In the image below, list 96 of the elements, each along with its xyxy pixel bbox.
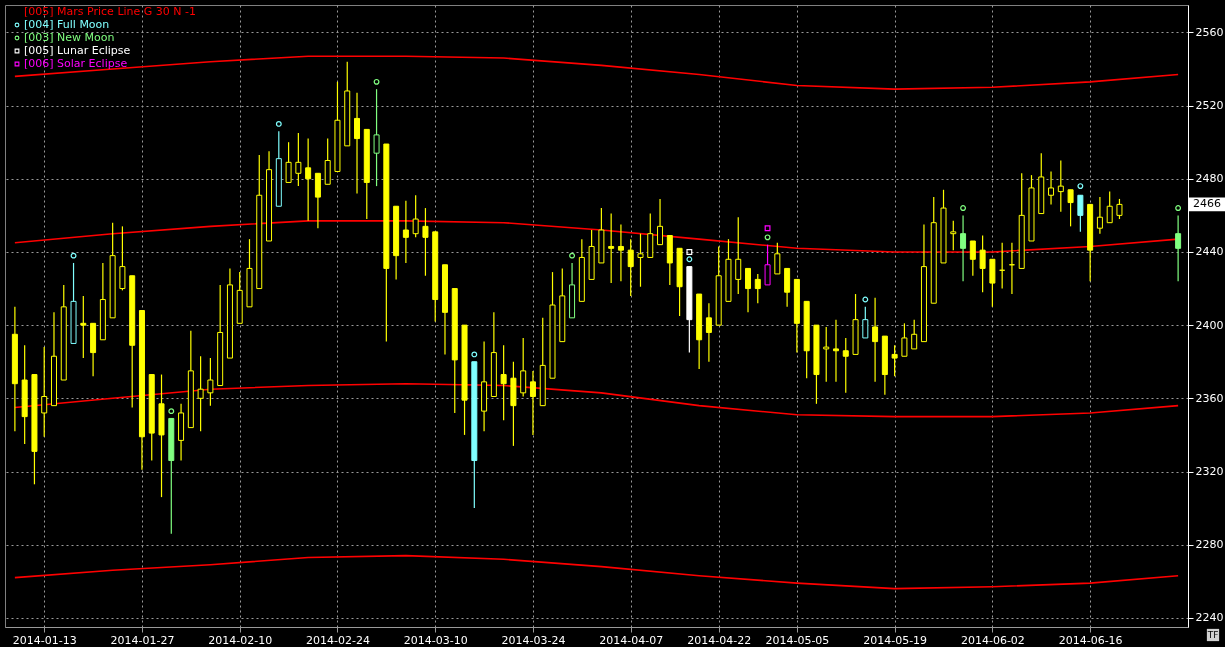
- x-tick-label: 2014-03-24: [501, 633, 566, 647]
- legend-label: [006] Solar Eclipse: [24, 57, 128, 70]
- y-tick-label: 2320: [1195, 465, 1224, 478]
- candlestick: [373, 88, 380, 187]
- candlestick: [1067, 189, 1074, 227]
- candlestick: [842, 337, 849, 394]
- y-tick-label: 2360: [1195, 391, 1224, 405]
- candlestick: [891, 344, 898, 377]
- candlestick: [764, 244, 771, 286]
- y-tick-label: 2520: [1195, 99, 1224, 113]
- y-tick-label: 2400: [1195, 318, 1224, 332]
- candlestick: [422, 207, 429, 277]
- candlestick: [402, 200, 409, 264]
- legend-label: [004] Full Moon: [24, 18, 110, 31]
- candlestick: [627, 238, 634, 297]
- point: [862, 296, 869, 303]
- y-tick-label: 2560: [1195, 25, 1224, 39]
- point: [1175, 205, 1182, 212]
- annotation: 2466: [1193, 197, 1221, 211]
- y-tick-label: 2240: [1195, 611, 1224, 625]
- candlestick: [295, 132, 302, 187]
- candlestick: [901, 322, 908, 357]
- candlestick: [314, 172, 321, 229]
- candlestick: [705, 302, 712, 363]
- line-series: [14, 554, 1179, 590]
- point: [275, 120, 282, 127]
- x-tick-label: 2014-05-19: [863, 633, 928, 647]
- candlestick: [324, 137, 331, 185]
- candlestick: [911, 319, 918, 350]
- y-tick-label: 2280: [1195, 538, 1224, 552]
- candlestick: [754, 273, 761, 304]
- point: [1077, 183, 1084, 190]
- candlestick: [41, 346, 48, 438]
- candlestick: [950, 220, 957, 251]
- candlestick: [989, 258, 996, 308]
- candlestick: [1106, 191, 1113, 224]
- x-tick-label: 2014-05-05: [765, 633, 830, 647]
- candlestick: [1096, 196, 1103, 235]
- candlestick: [872, 297, 879, 383]
- candlestick: [735, 216, 742, 295]
- candlestick: [1048, 170, 1055, 206]
- candlestick: [305, 137, 312, 222]
- point: [373, 78, 380, 85]
- candlestick: [520, 337, 527, 398]
- line-series: [14, 55, 1179, 90]
- candlestick: [637, 233, 644, 288]
- point: [960, 205, 967, 212]
- candlestick: [969, 240, 976, 277]
- candlestick: [1077, 194, 1084, 233]
- candlestick: [80, 295, 87, 359]
- point: [764, 234, 771, 241]
- candlestick: [412, 194, 419, 238]
- candlestick: [745, 267, 752, 313]
- candlestick: [529, 370, 536, 436]
- x-tick-label: 2014-02-24: [305, 633, 370, 647]
- text: [005] Mars Price Line G 30 N -1: [24, 5, 197, 18]
- y-tick-label: 2440: [1195, 245, 1224, 259]
- point: [471, 351, 478, 358]
- candlestick: [1175, 214, 1182, 282]
- point: [686, 249, 693, 255]
- candlestick: [774, 242, 781, 275]
- text: TF: [1206, 630, 1219, 640]
- candlestick: [1116, 198, 1123, 220]
- legend-label: [003] New Moon: [24, 31, 115, 44]
- candlestick: [784, 267, 791, 308]
- candlestick: [832, 319, 839, 383]
- candlestick: [647, 212, 654, 259]
- candlestick: [960, 214, 967, 282]
- x-tick-label: 2014-01-27: [110, 633, 175, 647]
- point: [168, 408, 175, 415]
- y-tick-label: 2480: [1195, 172, 1224, 186]
- point: [70, 252, 77, 259]
- x-tick-label: 2014-02-10: [208, 633, 273, 647]
- candlestick: [608, 212, 615, 284]
- x-tick-label: 2014-03-10: [403, 633, 468, 647]
- candlestick: [207, 357, 214, 407]
- candlestick: [657, 198, 664, 246]
- candlestick: [979, 234, 986, 293]
- legend-label: [005] Lunar Eclipse: [24, 44, 131, 57]
- candlestick: [617, 223, 624, 282]
- candlestick: [354, 92, 361, 195]
- candlestick: [1057, 159, 1064, 213]
- point: [764, 225, 771, 232]
- point: [569, 252, 576, 259]
- candlestick: [823, 326, 830, 383]
- candlestick: [119, 225, 126, 291]
- candlestick: [500, 344, 507, 421]
- point: [686, 256, 693, 263]
- candlestick: [285, 141, 292, 184]
- x-tick-label: 2014-06-02: [960, 633, 1025, 647]
- x-tick-label: 2014-01-13: [12, 633, 77, 647]
- x-tick-label: 2014-04-07: [599, 633, 664, 647]
- candlestick: [862, 306, 869, 339]
- x-tick-label: 2014-06-16: [1058, 633, 1123, 647]
- candlestick: [197, 355, 204, 432]
- x-tick-label: 2014-04-22: [687, 633, 752, 647]
